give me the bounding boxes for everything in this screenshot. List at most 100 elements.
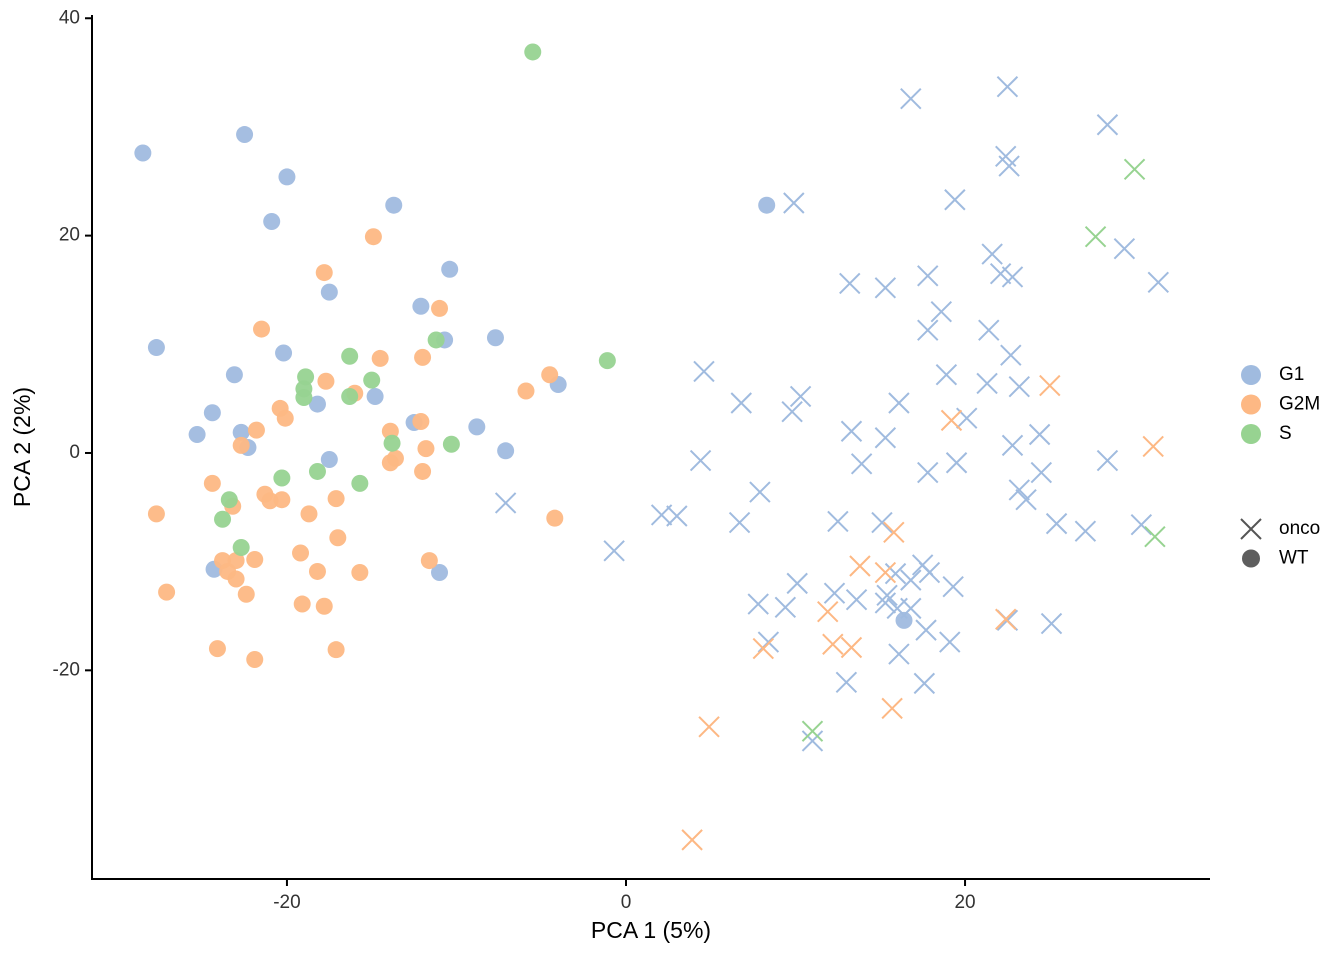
point [598, 352, 616, 370]
point [976, 372, 998, 395]
point [351, 564, 369, 582]
point [278, 168, 296, 186]
point [850, 453, 873, 475]
point [366, 387, 384, 405]
point [1074, 520, 1097, 542]
point [431, 564, 449, 582]
point [981, 243, 1003, 265]
point [412, 297, 430, 315]
point [273, 469, 291, 487]
point [730, 392, 752, 414]
point [275, 344, 293, 362]
point [689, 449, 712, 472]
point [1039, 374, 1061, 397]
point [693, 360, 715, 383]
point [292, 544, 310, 562]
point [494, 492, 517, 514]
point [917, 265, 939, 287]
point [786, 572, 808, 595]
point [681, 829, 703, 851]
y-tick-label: 40 [59, 7, 80, 28]
point [147, 505, 165, 523]
point [918, 561, 941, 584]
point [414, 462, 432, 480]
legend-label: WT [1279, 548, 1309, 569]
point [308, 395, 326, 413]
point [939, 631, 961, 653]
point [839, 272, 861, 295]
legend-label: G2M [1279, 394, 1320, 415]
legend-key [1241, 365, 1261, 385]
point [917, 461, 939, 484]
point [486, 329, 504, 347]
point [917, 319, 939, 341]
point [263, 212, 281, 230]
point [329, 529, 347, 547]
point [1045, 512, 1068, 535]
point [315, 597, 333, 615]
point [517, 382, 535, 400]
point [823, 582, 846, 604]
point [1144, 525, 1166, 548]
point [1142, 435, 1164, 458]
point [188, 426, 206, 444]
point [728, 511, 751, 534]
point [995, 608, 1017, 630]
point [497, 442, 515, 460]
point [220, 491, 238, 509]
y-axis-label: PCA 2 (2%) [9, 387, 35, 507]
point [876, 584, 898, 607]
point [1084, 225, 1107, 248]
point [293, 595, 311, 613]
point [888, 392, 910, 414]
point [944, 189, 966, 211]
point [1147, 271, 1170, 294]
point [225, 366, 243, 384]
point [227, 570, 245, 588]
point [817, 600, 839, 623]
point [261, 492, 279, 510]
point [1001, 266, 1024, 288]
point [900, 87, 922, 110]
point [1040, 612, 1063, 635]
point [845, 588, 868, 611]
point [752, 637, 775, 660]
point [468, 418, 486, 436]
point [320, 283, 338, 301]
y-tick-label: 20 [59, 225, 80, 246]
point [364, 228, 382, 246]
point [420, 552, 438, 570]
point [801, 730, 824, 752]
point [276, 409, 294, 427]
legend-key [1240, 518, 1262, 540]
point [341, 387, 359, 405]
point [363, 371, 381, 389]
point [874, 277, 897, 299]
point [758, 196, 776, 214]
point [747, 593, 769, 615]
y-tick-label: -20 [53, 659, 80, 680]
point [781, 400, 803, 423]
point [351, 474, 369, 492]
point [315, 264, 333, 282]
legend-label: onco [1279, 518, 1320, 539]
point [158, 583, 176, 601]
point [1008, 375, 1030, 398]
point [874, 427, 897, 449]
point [327, 641, 345, 659]
point [232, 539, 250, 557]
point [203, 404, 221, 422]
point [414, 348, 432, 366]
x-tick-label: -20 [273, 892, 300, 913]
point [698, 716, 720, 738]
x-tick-label: 0 [621, 892, 632, 913]
point [442, 435, 460, 453]
point [1123, 158, 1146, 181]
point [883, 521, 905, 544]
x-axis-label: PCA 1 (5%) [591, 917, 711, 943]
point [603, 540, 625, 562]
point [232, 423, 250, 441]
point [1113, 237, 1136, 260]
point [978, 319, 1000, 341]
point [881, 697, 903, 720]
